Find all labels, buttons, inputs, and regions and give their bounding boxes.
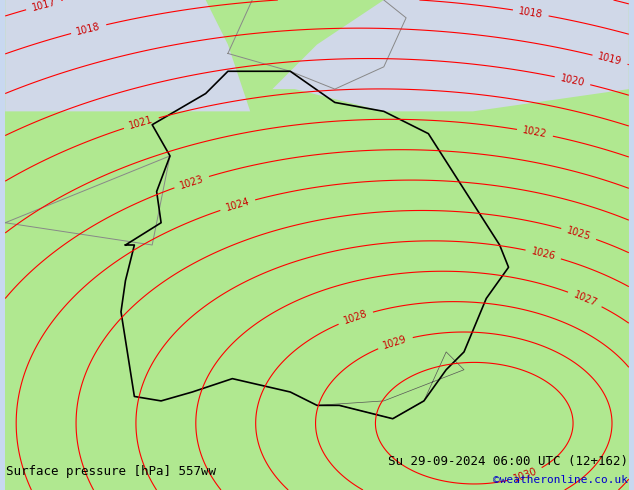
Text: 1028: 1028: [342, 309, 369, 326]
Text: 1022: 1022: [522, 125, 548, 140]
Text: 1029: 1029: [0, 489, 1, 490]
Text: Su 29-09-2024 06:00 UTC (12+162): Su 29-09-2024 06:00 UTC (12+162): [387, 455, 628, 468]
Text: 1022: 1022: [0, 489, 1, 490]
Text: 1030: 1030: [512, 466, 538, 484]
Text: Surface pressure [hPa] 557ww: Surface pressure [hPa] 557ww: [6, 465, 216, 478]
Text: 1021: 1021: [128, 115, 155, 131]
Text: 1027: 1027: [0, 489, 1, 490]
Text: 1017: 1017: [0, 489, 1, 490]
Text: 1024: 1024: [0, 489, 1, 490]
Polygon shape: [273, 0, 629, 111]
Text: 1025: 1025: [566, 225, 592, 242]
Text: 1023: 1023: [0, 489, 1, 490]
Text: 1025: 1025: [0, 489, 1, 490]
Text: 1028: 1028: [0, 489, 1, 490]
Text: 1017: 1017: [30, 0, 57, 13]
Text: 1018: 1018: [0, 489, 1, 490]
Polygon shape: [5, 0, 250, 111]
Text: 1018: 1018: [518, 6, 544, 20]
Text: 1024: 1024: [224, 196, 251, 213]
Text: 1019: 1019: [597, 51, 623, 68]
Text: 1023: 1023: [178, 173, 205, 191]
Text: 1018: 1018: [0, 489, 1, 490]
Text: ©weatheronline.co.uk: ©weatheronline.co.uk: [493, 475, 628, 485]
Text: 1030: 1030: [0, 489, 1, 490]
Text: 1026: 1026: [530, 246, 557, 262]
Text: 1027: 1027: [572, 290, 598, 308]
Text: 1026: 1026: [0, 489, 1, 490]
Text: 1020: 1020: [0, 489, 1, 490]
Text: 1029: 1029: [382, 334, 408, 351]
Text: 1021: 1021: [0, 489, 1, 490]
Text: 1019: 1019: [0, 489, 1, 490]
Text: 1018: 1018: [75, 21, 101, 37]
Text: 1020: 1020: [559, 73, 586, 88]
